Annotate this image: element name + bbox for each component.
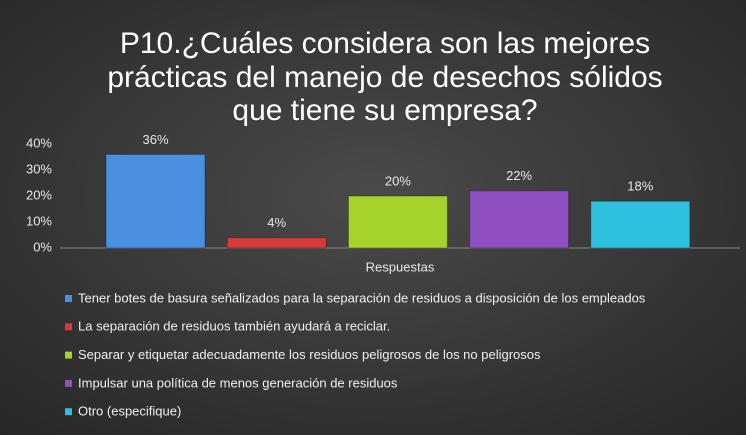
y-tick-label: 10% xyxy=(26,213,52,228)
y-tick-label: 0% xyxy=(33,239,52,254)
bar xyxy=(226,237,327,249)
legend-label: Otro (especifique) xyxy=(78,404,181,419)
value-label: 18% xyxy=(627,179,653,194)
value-label: 4% xyxy=(267,215,286,230)
value-label: 20% xyxy=(385,173,411,188)
legend-label: Separar y etiquetar adecuadamente los re… xyxy=(78,347,541,362)
legend-label: Tener botes de basura señalizados para l… xyxy=(78,290,646,305)
legend-swatch xyxy=(65,379,72,387)
legend-swatch xyxy=(65,351,72,359)
value-label: 22% xyxy=(506,168,532,183)
bar xyxy=(469,190,570,249)
legend-swatch xyxy=(65,295,72,302)
chart-title: que tiene su empresa? xyxy=(232,94,537,127)
y-tick-label: 20% xyxy=(26,187,52,202)
x-axis-label: Respuestas xyxy=(366,259,435,274)
bar xyxy=(590,200,691,249)
legend-label: Impulsar una política de menos generació… xyxy=(78,375,398,390)
value-label: 36% xyxy=(142,132,168,147)
y-tick-label: 30% xyxy=(26,161,52,176)
chart-title: prácticas del manejo de desechos sólidos xyxy=(107,61,662,94)
bar xyxy=(347,195,448,249)
y-tick-label: 40% xyxy=(26,135,52,150)
legend-swatch xyxy=(65,323,72,331)
chart-title: P10.¿Cuáles considera son las mejores xyxy=(120,27,650,60)
bar xyxy=(105,153,206,249)
legend-swatch xyxy=(65,408,72,416)
legend-label: La separación de residuos también ayudar… xyxy=(78,319,390,334)
